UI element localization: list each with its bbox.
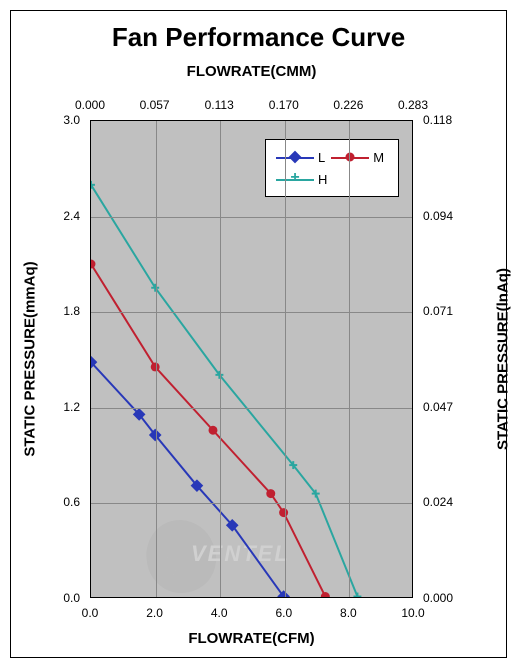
x-bottom-tick: 10.0 (401, 606, 424, 620)
x-bottom-tick: 0.0 (82, 606, 99, 620)
y-right-tick: 0.094 (423, 209, 453, 223)
y-left-tick: 2.4 (63, 209, 80, 223)
y-right-tick: 0.000 (423, 591, 453, 605)
legend-label: H (318, 172, 327, 187)
x-bottom-tick: 4.0 (211, 606, 228, 620)
plot-area: VENTEL L M +H (90, 120, 413, 598)
x-bottom-tick: 6.0 (275, 606, 292, 620)
y-left-tick: 3.0 (63, 113, 80, 127)
marker-M (279, 508, 288, 517)
y-left-tick: 1.2 (63, 400, 80, 414)
watermark-text: VENTEL (191, 541, 290, 567)
y-right-axis-label: STATIC PRESSURE(lnAq) (495, 268, 512, 450)
marker-L (226, 519, 239, 532)
y-right-tick: 0.024 (423, 495, 453, 509)
marker-M (266, 489, 275, 498)
x-bottom-axis-label: FLOWRATE(CFM) (90, 630, 413, 647)
marker-L (133, 408, 146, 421)
x-top-tick: 0.113 (205, 98, 234, 112)
x-top-tick: 0.057 (140, 98, 170, 112)
marker-H (289, 461, 297, 469)
marker-L (191, 479, 204, 492)
legend-item-H: +H (276, 172, 327, 187)
y-left-tick: 0.0 (63, 591, 80, 605)
legend-item-M: M (331, 150, 384, 165)
marker-H (91, 181, 95, 189)
y-right-tick: 0.071 (423, 304, 453, 318)
y-left-tick: 1.8 (63, 304, 80, 318)
y-right-tick: 0.047 (423, 400, 453, 414)
y-left-axis-label: STATIC PRESSURE(mmAq) (22, 261, 39, 456)
legend-label: L (318, 150, 325, 165)
x-top-tick: 0.283 (398, 98, 428, 112)
x-top-axis-label: FLOWRATE(CMM) (90, 63, 413, 80)
marker-H (312, 490, 320, 498)
marker-M (209, 426, 218, 435)
x-bottom-tick: 8.0 (340, 606, 357, 620)
x-bottom-tick: 2.0 (146, 606, 163, 620)
marker-M (321, 592, 330, 597)
x-top-tick: 0.226 (333, 98, 363, 112)
y-left-tick: 0.6 (63, 495, 80, 509)
marker-L (91, 356, 97, 369)
marker-H (353, 593, 361, 597)
chart-title: Fan Performance Curve (0, 22, 517, 53)
x-top-tick: 0.170 (269, 98, 299, 112)
y-right-tick: 0.118 (423, 113, 452, 127)
legend-item-L: L (276, 150, 325, 165)
x-top-tick: 0.000 (75, 98, 105, 112)
marker-L (277, 590, 290, 597)
legend-label: M (373, 150, 384, 165)
marker-M (91, 260, 95, 269)
